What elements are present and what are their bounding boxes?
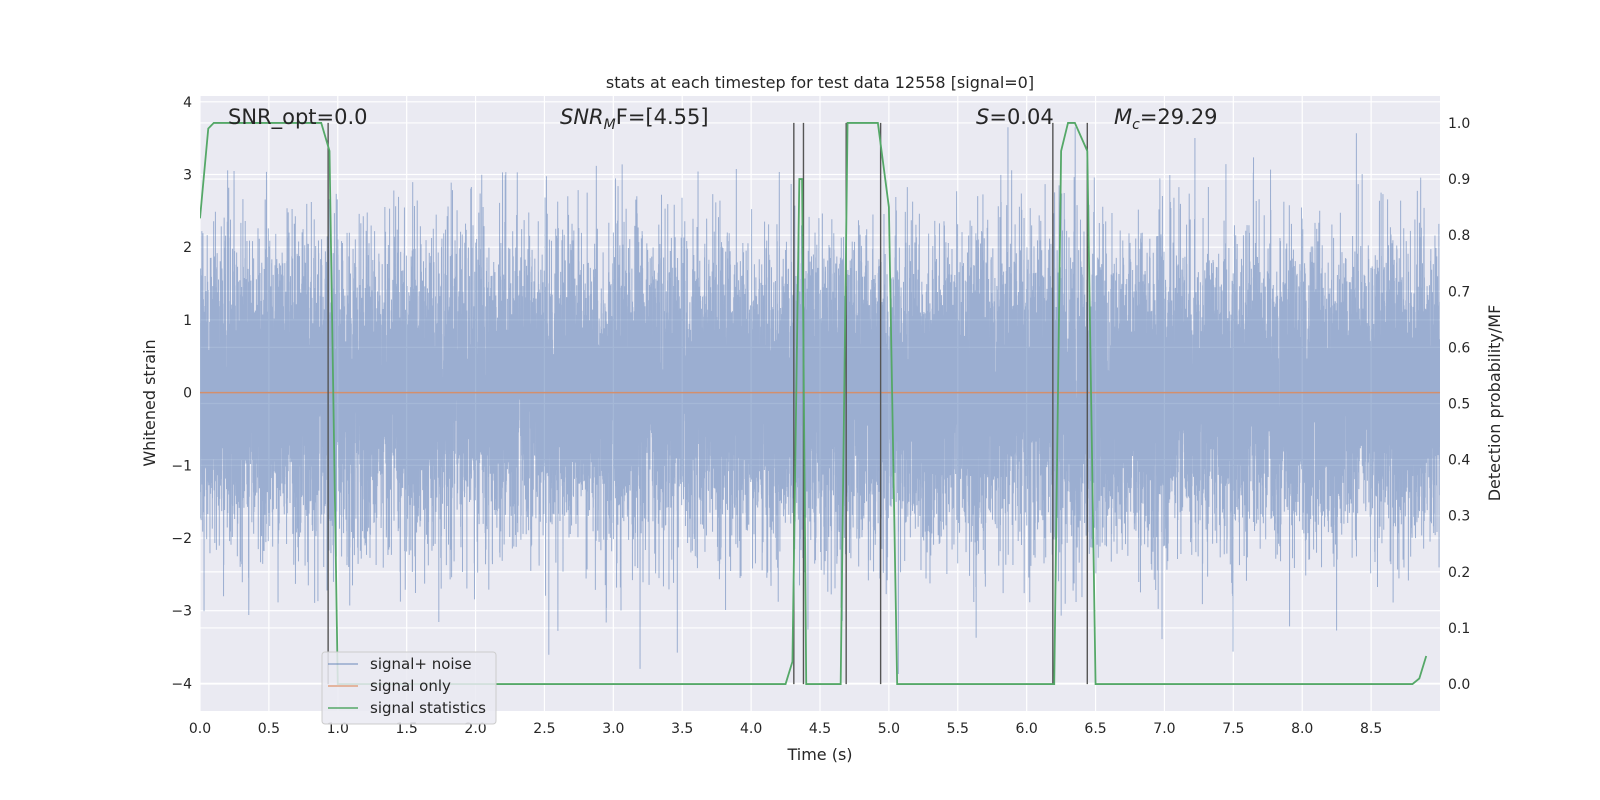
right-tick-label: 0.1: [1448, 621, 1470, 637]
y-tick-label: −4: [171, 676, 192, 692]
annotation-snr-mf-rest: F=[4.55]: [616, 105, 709, 129]
legend: signal+ noise signal only signal statist…: [321, 651, 497, 725]
x-tick-label: 7.0: [1153, 721, 1175, 737]
y-tick-label: −2: [171, 531, 192, 547]
annotation-mc: Mc=29.29: [1114, 105, 1218, 133]
y-tick-label: 2: [183, 240, 192, 256]
x-tick-label: 1.0: [327, 721, 349, 737]
x-tick-label: 5.5: [947, 721, 969, 737]
annotation-snr-mf-sub: M: [604, 117, 616, 133]
legend-label-signal-only: signal only: [370, 677, 451, 695]
y-tick-label: −1: [171, 458, 192, 474]
y-tick-label: 3: [183, 168, 192, 184]
y-tick-label: 0: [183, 386, 192, 402]
x-tick-label: 2.0: [464, 721, 486, 737]
chart-title: stats at each timestep for test data 125…: [606, 73, 1034, 92]
x-tick-label: 0.0: [189, 721, 211, 737]
series-signal-noise: [200, 127, 1440, 675]
x-tick-label: 7.5: [1222, 721, 1244, 737]
legend-label-signal-statistics: signal statistics: [370, 699, 486, 717]
annotation-s-symbol: S: [976, 105, 989, 129]
legend-box: [321, 651, 497, 725]
x-tick-label: 3.0: [602, 721, 624, 737]
right-tick-label: 0.6: [1448, 340, 1470, 356]
x-tick-label: 8.5: [1360, 721, 1382, 737]
x-tick-label: 2.5: [533, 721, 555, 737]
noise-trace: [200, 127, 1440, 675]
right-axis-label: Detection probability/MF: [1485, 305, 1504, 502]
right-tick-label: 0.3: [1448, 509, 1470, 525]
annotation-snr-mf: SNRMF=[4.55]: [560, 105, 709, 133]
right-tick-label: 0.9: [1448, 172, 1470, 188]
x-tick-label: 1.5: [396, 721, 418, 737]
right-tick-label: 0.8: [1448, 228, 1470, 244]
y-tick-label: 1: [183, 313, 192, 329]
right-tick-label: 0.2: [1448, 565, 1470, 581]
right-tick-label: 0.4: [1448, 453, 1470, 469]
right-tick-label: 1.0: [1448, 116, 1470, 132]
x-tick-label: 5.0: [878, 721, 900, 737]
y-axis-label: Whitened strain: [140, 339, 159, 466]
annotation-s-value: =0.04: [989, 105, 1053, 129]
right-axis-ticks: 1.0 0.9 0.8 0.7 0.6 0.5 0.4 0.3 0.2 0.1 0.0: [1448, 116, 1470, 693]
y-tick-label: −3: [171, 604, 192, 620]
x-tick-label: 0.5: [258, 721, 280, 737]
x-tick-label: 6.0: [1016, 721, 1038, 737]
x-axis-ticks: 0.0 0.5 1.0 1.5 2.0 2.5 3.0 3.5 4.0 4.5 5.0 5.5 6.0 6…: [189, 721, 1382, 737]
x-tick-label: 6.5: [1084, 721, 1106, 737]
annotation-mc-symbol: M: [1114, 105, 1132, 129]
x-tick-label: 8.0: [1291, 721, 1313, 737]
right-tick-label: 0.7: [1448, 284, 1470, 300]
x-axis-label: Time (s): [786, 745, 852, 764]
y-tick-label: 4: [183, 95, 192, 111]
x-tick-label: 4.0: [740, 721, 762, 737]
right-tick-label: 0.0: [1448, 677, 1470, 693]
annotation-s: S=0.04: [976, 105, 1054, 129]
annotation-snr-mf-symbol: SNR: [560, 105, 604, 129]
annotation-mc-sub: c: [1132, 117, 1140, 133]
x-tick-label: 4.5: [809, 721, 831, 737]
right-tick-label: 0.5: [1448, 397, 1470, 413]
x-tick-label: 3.5: [671, 721, 693, 737]
y-axis-ticks: 4 3 2 1 0 −1 −2 −3 −4: [171, 95, 192, 693]
annotation-mc-value: =29.29: [1140, 105, 1218, 129]
annotation-snr-opt: SNR_opt=0.0: [228, 105, 368, 130]
legend-label-signal-noise: signal+ noise: [370, 655, 472, 673]
